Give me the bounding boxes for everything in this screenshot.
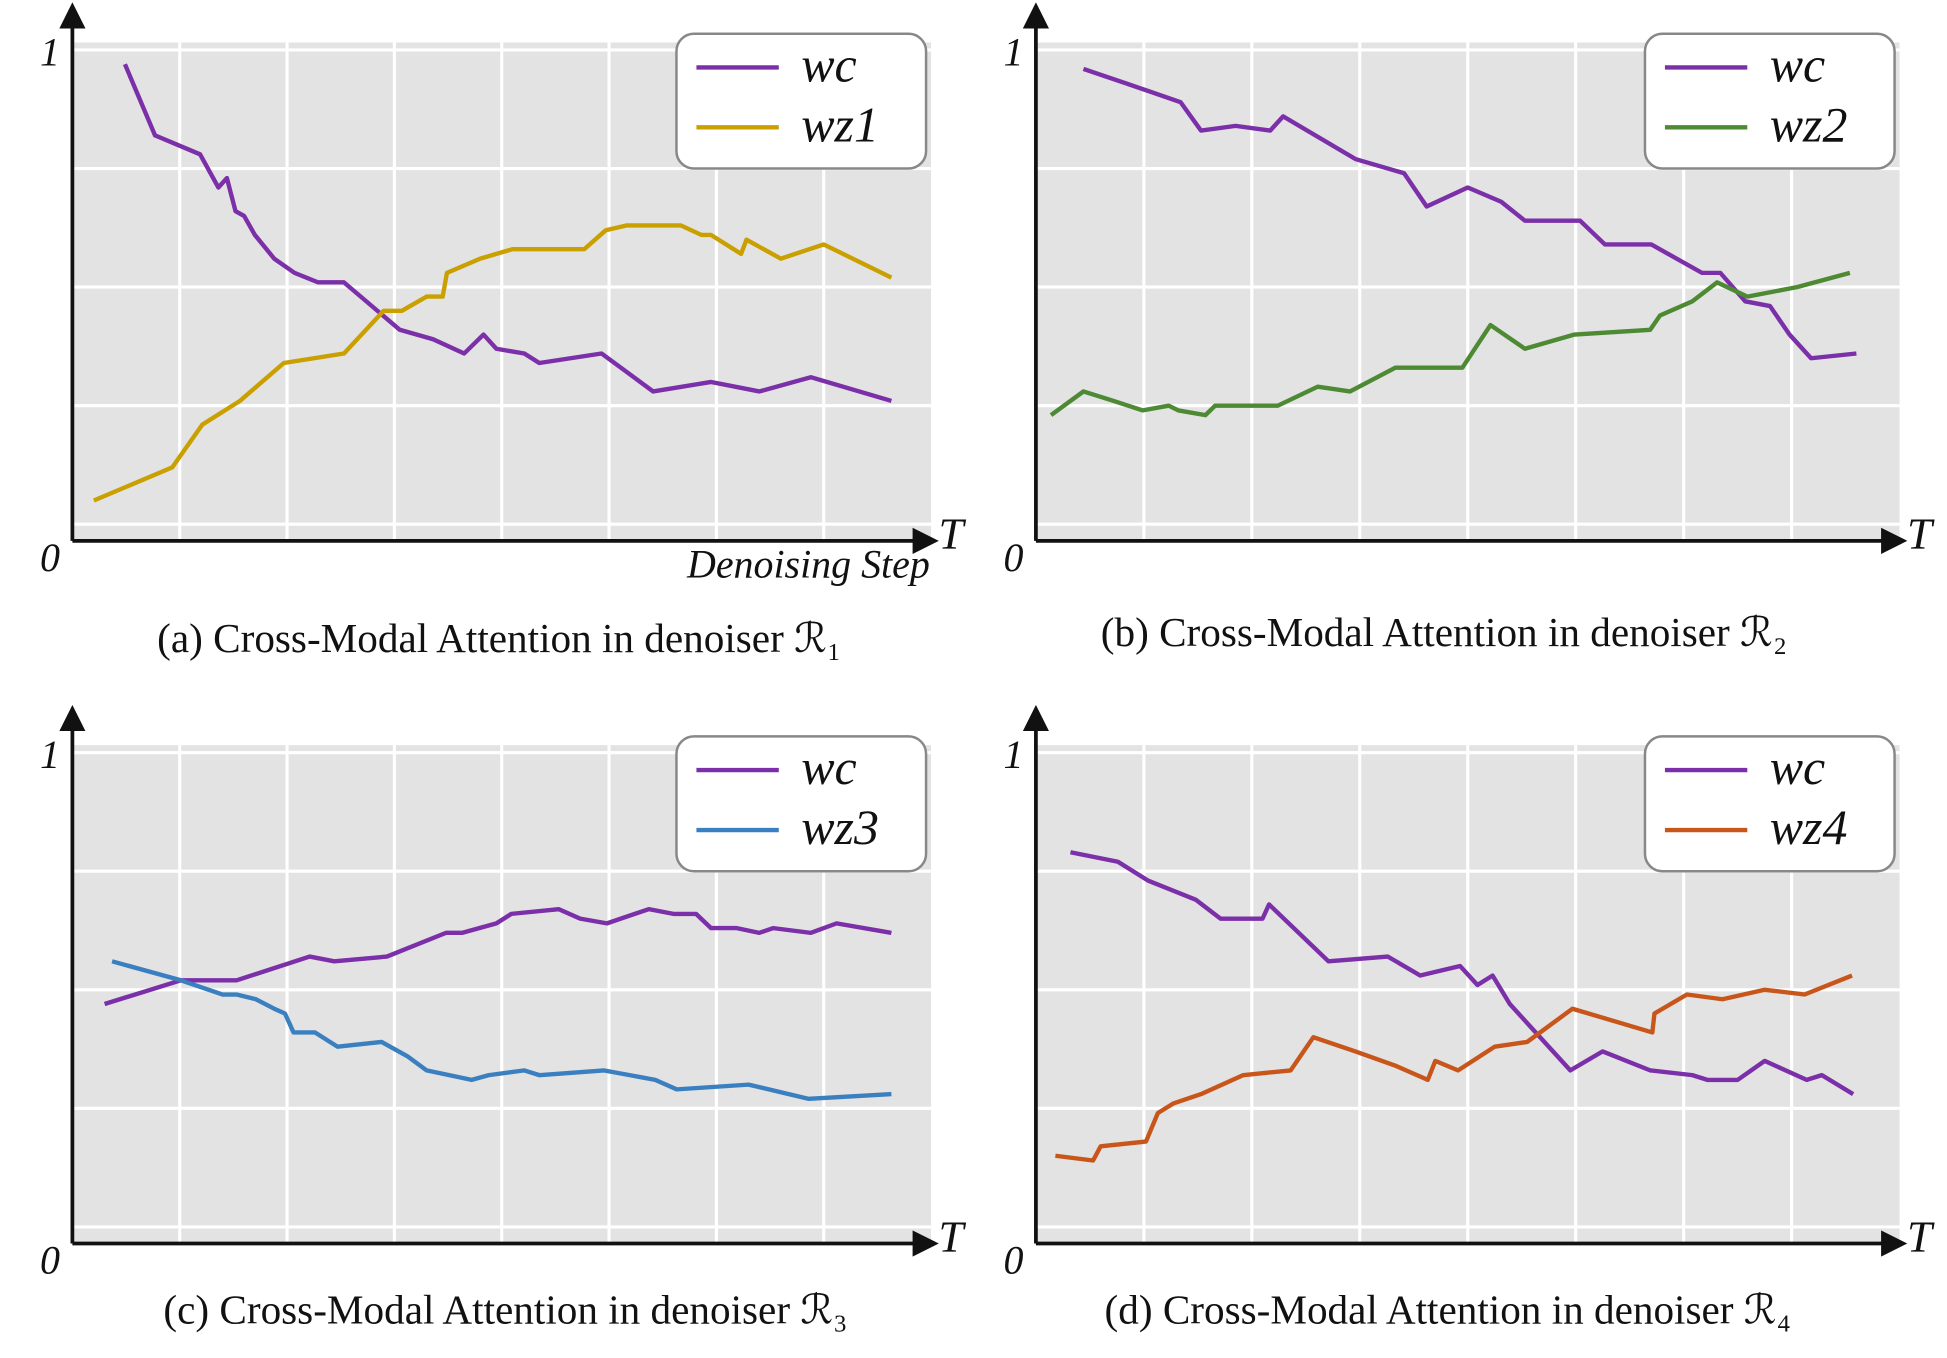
- legend-label: wc: [801, 740, 856, 795]
- y-tick-label: 0: [40, 1238, 60, 1283]
- legend-label: wz2: [1770, 97, 1848, 152]
- series-line: [1049, 270, 1851, 418]
- x-tick-label: T: [1907, 1211, 1935, 1261]
- y-tick-label: 0: [1003, 1238, 1023, 1283]
- series-line: [111, 959, 892, 1102]
- x-axis-label: Denoising Step: [686, 541, 930, 586]
- y-tick-label: 1: [40, 732, 60, 777]
- series-line: [1070, 850, 1855, 1096]
- legend-label: wz1: [801, 97, 879, 152]
- y-tick-label: 1: [1003, 732, 1023, 777]
- y-tick-label: 1: [40, 29, 60, 74]
- legend-label: wc: [1770, 37, 1825, 92]
- y-tick-label: 1: [1003, 29, 1023, 74]
- y-tick-label: 0: [1003, 535, 1023, 580]
- series-line: [1055, 973, 1853, 1163]
- caption: (d) Cross-Modal Attention in denoiser ℛ₄: [1105, 1287, 1791, 1334]
- caption: (a) Cross-Modal Attention in denoiser ℛ₁: [157, 615, 841, 662]
- x-tick-label: T: [1907, 509, 1935, 559]
- legend-label: wz3: [801, 800, 879, 855]
- caption: (b) Cross-Modal Attention in denoiser ℛ₂: [1101, 609, 1787, 656]
- legend-label: wc: [1770, 740, 1825, 795]
- series-line: [1082, 66, 1857, 361]
- series-line: [93, 223, 893, 503]
- caption: (c) Cross-Modal Attention in denoiser ℛ₃: [163, 1287, 847, 1334]
- series-line: [103, 906, 892, 1007]
- x-tick-label: T: [939, 509, 967, 559]
- x-tick-label: T: [939, 1211, 967, 1261]
- legend-label: wc: [801, 37, 856, 92]
- legend-label: wz4: [1770, 800, 1848, 855]
- y-tick-label: 0: [40, 535, 60, 580]
- series-line: [122, 63, 892, 404]
